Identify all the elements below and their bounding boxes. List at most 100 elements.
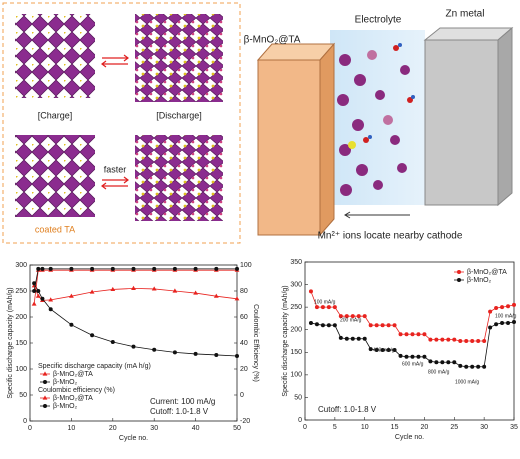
x-tick-label: 40	[192, 425, 200, 432]
marker	[392, 323, 397, 328]
x-tick-label: 0	[303, 424, 307, 431]
x-tick-label: 20	[109, 425, 117, 432]
x-tick-label: 20	[421, 424, 429, 431]
label: faster	[104, 164, 127, 174]
marker	[193, 290, 198, 295]
marker	[90, 266, 95, 271]
marker	[452, 337, 457, 342]
marker	[386, 323, 391, 328]
marker	[500, 320, 505, 325]
marker	[31, 301, 37, 306]
marker	[308, 320, 313, 325]
marker	[404, 354, 409, 359]
marker	[152, 266, 157, 271]
legend-label: β-MnO₂@TA	[467, 269, 507, 276]
marker	[172, 266, 177, 271]
marker	[350, 314, 355, 319]
y-tick-label: 250	[15, 288, 27, 295]
legend-marker	[43, 380, 47, 384]
marker	[151, 286, 157, 291]
marker	[404, 332, 409, 337]
marker	[314, 305, 319, 310]
x-tick-label: 50	[233, 425, 241, 432]
y-tick-label: 0	[23, 418, 27, 425]
marker	[90, 333, 95, 338]
water	[348, 43, 415, 149]
marker	[234, 296, 240, 301]
marker	[235, 266, 239, 271]
crystal	[135, 14, 223, 102]
marker	[440, 337, 445, 342]
marker	[362, 314, 367, 319]
marker	[410, 332, 415, 337]
marker	[440, 360, 445, 365]
marker	[36, 266, 41, 271]
y2-tick-label: 0	[240, 392, 244, 399]
y-tick-label: 150	[15, 340, 27, 347]
marker	[213, 293, 219, 298]
marker	[398, 332, 403, 337]
x-tick-label: 25	[450, 424, 458, 431]
y-tick-label: 50	[19, 392, 27, 399]
marker	[458, 339, 463, 343]
marker	[464, 339, 469, 343]
marker	[131, 344, 136, 349]
series-line	[33, 268, 237, 292]
marker	[193, 266, 198, 271]
label: Zn metal	[446, 9, 485, 20]
ions	[337, 50, 410, 196]
y2-axis-label: Coulombic Efficiency (%)	[252, 304, 259, 382]
marker	[506, 320, 511, 325]
marker	[235, 354, 239, 358]
y-tick-label: 200	[290, 327, 302, 334]
label: [Charge]	[38, 110, 73, 120]
x-tick-label: 30	[480, 424, 488, 431]
marker	[214, 266, 219, 271]
marker	[110, 286, 116, 292]
marker	[500, 305, 505, 310]
marker	[386, 348, 391, 353]
cathode	[257, 59, 321, 236]
plot-frame	[304, 261, 515, 421]
marker	[422, 354, 427, 359]
marker	[36, 289, 41, 293]
legend-label: β-MnO₂@TA	[53, 395, 93, 402]
label: Mn²⁺ ions locate nearby cathode	[318, 231, 463, 242]
arrows	[101, 54, 129, 190]
series-line	[310, 321, 515, 368]
marker	[362, 336, 367, 341]
marker	[69, 293, 74, 298]
x-tick-label: 35	[510, 424, 518, 431]
x-axis-label: Cycle no.	[395, 434, 424, 441]
marker	[338, 335, 343, 340]
series-line	[33, 285, 238, 301]
marker	[344, 336, 349, 341]
marker	[69, 266, 74, 271]
legend-marker	[457, 278, 461, 282]
marker	[374, 348, 379, 353]
marker	[314, 322, 319, 327]
legend-title: Specific discharge capacity (mA h/g)	[38, 363, 151, 370]
marker	[446, 360, 451, 365]
marker	[172, 288, 178, 293]
marker	[398, 353, 403, 358]
marker	[368, 323, 373, 328]
marker	[344, 314, 349, 319]
marker	[428, 359, 433, 364]
marker	[368, 347, 373, 352]
marker	[338, 314, 343, 319]
x-tick-label: 15	[391, 424, 399, 431]
marker	[326, 305, 331, 310]
series-line	[33, 269, 237, 305]
y-tick-label: 300	[290, 281, 302, 288]
annotation: Cutoff: 1.0-1.8 V	[318, 405, 377, 414]
marker	[40, 296, 45, 301]
electrolyte	[330, 30, 425, 205]
marker	[89, 289, 95, 294]
marker	[131, 285, 136, 290]
marker	[320, 323, 325, 328]
marker	[488, 325, 493, 330]
marker	[452, 360, 457, 365]
legend-marker	[42, 371, 48, 376]
y-tick-label: 100	[290, 372, 302, 379]
